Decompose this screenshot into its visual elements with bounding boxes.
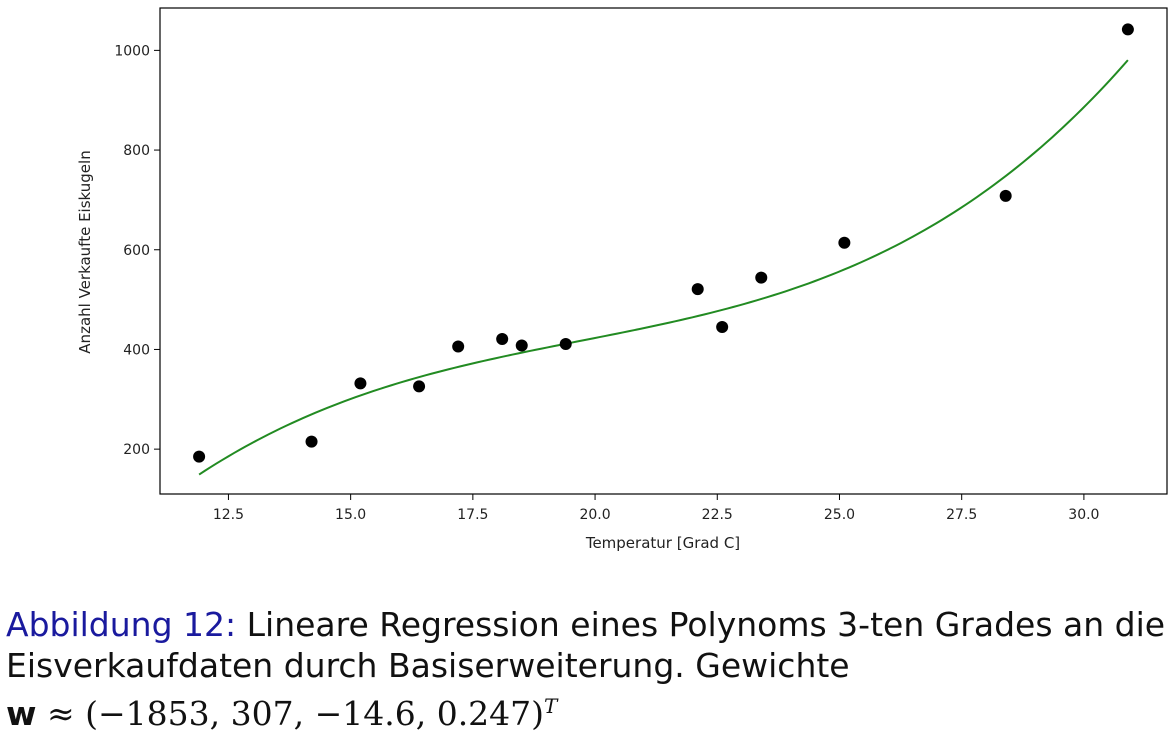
plot-area: [159, 7, 1168, 495]
data-point: [496, 332, 509, 345]
x-axis-label: Temperatur [Grad C]: [585, 534, 740, 552]
transpose-superscript: T: [544, 694, 558, 718]
y-tick-label: 600: [123, 243, 150, 259]
x-tick-label: 20.0: [579, 507, 610, 523]
x-tick-label: 27.5: [946, 507, 977, 523]
x-tick-label: 17.5: [457, 507, 488, 523]
caption-text: Lineare Regression eines Polynoms 3-ten …: [6, 605, 1166, 685]
data-point: [716, 321, 729, 334]
data-point: [452, 340, 465, 353]
data-point: [755, 271, 768, 284]
data-point: [691, 283, 704, 296]
x-tick-label: 22.5: [702, 507, 733, 523]
fit-curve: [198, 59, 1129, 476]
x-tick-label: 15.0: [335, 507, 366, 523]
x-tick-label: 25.0: [824, 507, 855, 523]
chart: 12.5 15.0 17.5 20.0 22.5 25.0 27.5 30.0 200 400 60…: [76, 7, 1168, 552]
data-point: [559, 337, 572, 350]
y-tick-label: 1000: [114, 43, 150, 59]
caption-prefix: Abbildung 12:: [6, 605, 237, 644]
axis-ticks: 12.5 15.0 17.5 20.0 22.5 25.0 27.5 30.0 200 400 60…: [114, 43, 1099, 523]
data-point: [1121, 23, 1134, 36]
data-points: [193, 23, 1134, 463]
x-tick-label: 12.5: [213, 507, 244, 523]
data-point: [413, 380, 426, 393]
data-point: [999, 189, 1012, 202]
y-tick-label: 200: [123, 442, 150, 458]
data-point: [354, 377, 367, 390]
y-tick-label: 800: [123, 143, 150, 159]
data-point: [305, 435, 318, 448]
data-point: [838, 236, 851, 249]
caption-formula: w ≈ (−1853, 307, −14.6, 0.247)T: [6, 694, 557, 733]
x-tick-label: 30.0: [1068, 507, 1099, 523]
y-tick-label: 400: [123, 342, 150, 358]
weight-vector-symbol: w: [6, 694, 37, 733]
data-point: [193, 450, 206, 463]
weight-values: ≈ (−1853, 307, −14.6, 0.247): [47, 694, 545, 733]
figure-caption: Abbildung 12: Lineare Regression eines P…: [6, 604, 1171, 734]
y-axis-label: Anzahl Verkaufte Eiskugeln: [76, 150, 94, 353]
data-point: [515, 339, 528, 352]
